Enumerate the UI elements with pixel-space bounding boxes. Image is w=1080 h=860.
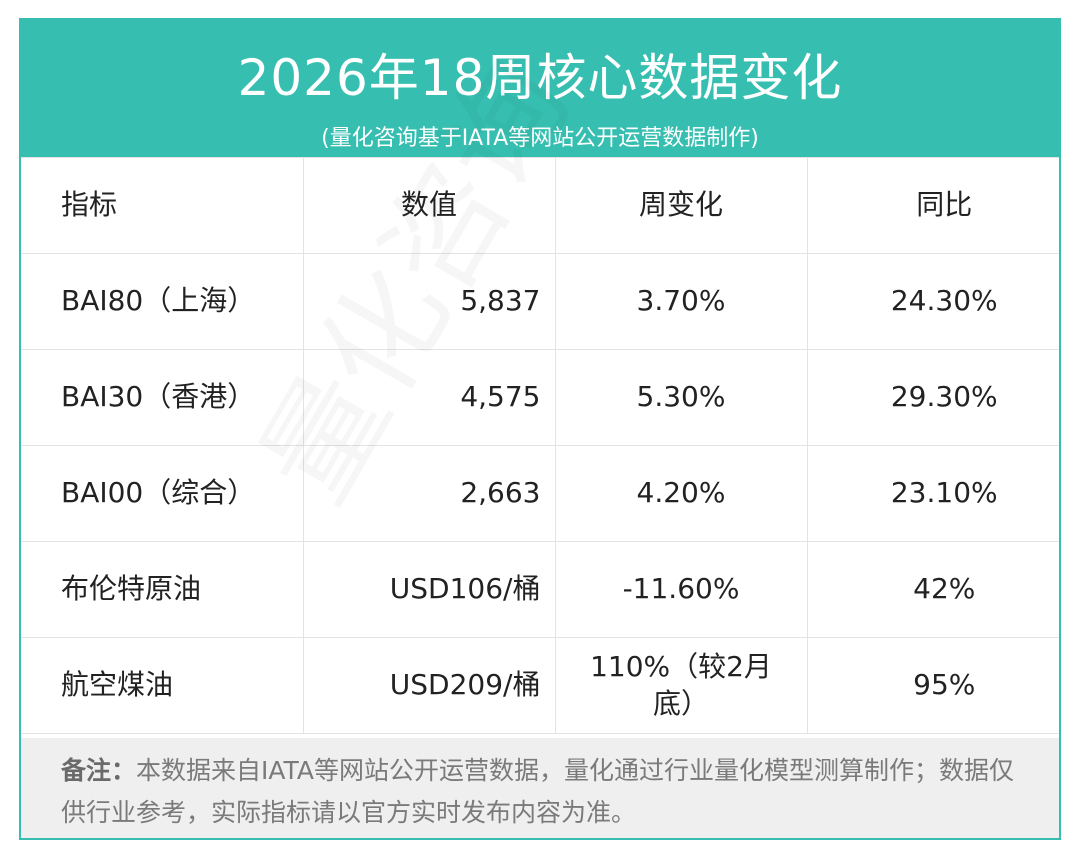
table-cell: BAI00（综合） bbox=[21, 445, 304, 542]
table-row: 布伦特原油 USD106/桶 -11.60% 42% bbox=[21, 541, 1059, 638]
note-text: 本数据来自IATA等网站公开运营数据，量化通过行业量化模型测算制作；数据仅供行业… bbox=[61, 756, 1014, 827]
data-table: 指标 数值 周变化 同比 BAI80（上海） 5,837 3.70% 24.30% BAI30（… bbox=[21, 157, 1059, 734]
table-row: BAI00（综合） 2,663 4.20% 23.10% bbox=[21, 445, 1059, 542]
header-cell: 同比 bbox=[806, 157, 1059, 254]
note: 备注：本数据来自IATA等网站公开运营数据，量化通过行业量化模型测算制作；数据仅… bbox=[21, 738, 1059, 838]
table-cell: 4.20% bbox=[554, 445, 808, 542]
table-cell: 24.30% bbox=[806, 253, 1059, 350]
table-cell: 3.70% bbox=[554, 253, 808, 350]
table-cell: 4,575 bbox=[302, 349, 556, 446]
table-cell: -11.60% bbox=[554, 541, 808, 638]
header-row: 指标 数值 周变化 同比 bbox=[21, 157, 1059, 254]
header-cell: 周变化 bbox=[554, 157, 808, 254]
table-cell: 航空煤油 bbox=[21, 637, 304, 734]
header: 2026年18周核心数据变化 (量化咨询基于IATA等网站公开运营数据制作) bbox=[21, 20, 1059, 157]
subtitle: (量化咨询基于IATA等网站公开运营数据制作) bbox=[321, 126, 759, 151]
header-cell: 指标 bbox=[21, 157, 304, 254]
table-cell: USD209/桶 bbox=[302, 637, 556, 734]
title: 2026年18周核心数据变化 bbox=[237, 49, 843, 107]
table-cell: 29.30% bbox=[806, 349, 1059, 446]
table-cell: 23.10% bbox=[806, 445, 1059, 542]
table-cell: 95% bbox=[806, 637, 1059, 734]
card: 2026年18周核心数据变化 (量化咨询基于IATA等网站公开运营数据制作) 指… bbox=[19, 18, 1061, 840]
note-label: 备注： bbox=[61, 756, 137, 785]
table-cell: BAI80（上海） bbox=[21, 253, 304, 350]
table-cell: 42% bbox=[806, 541, 1059, 638]
table-cell: USD106/桶 bbox=[302, 541, 556, 638]
table-cell: 布伦特原油 bbox=[21, 541, 304, 638]
table-row: BAI80（上海） 5,837 3.70% 24.30% bbox=[21, 253, 1059, 350]
table-cell: BAI30（香港） bbox=[21, 349, 304, 446]
table-cell: 110%（较2月底） bbox=[554, 637, 808, 734]
table-row: 航空煤油 USD209/桶 110%（较2月底） 95% bbox=[21, 637, 1059, 734]
table-cell: 5.30% bbox=[554, 349, 808, 446]
table-row: BAI30（香港） 4,575 5.30% 29.30% bbox=[21, 349, 1059, 446]
header-cell: 数值 bbox=[302, 157, 556, 254]
table-cell: 2,663 bbox=[302, 445, 556, 542]
table-cell: 5,837 bbox=[302, 253, 556, 350]
